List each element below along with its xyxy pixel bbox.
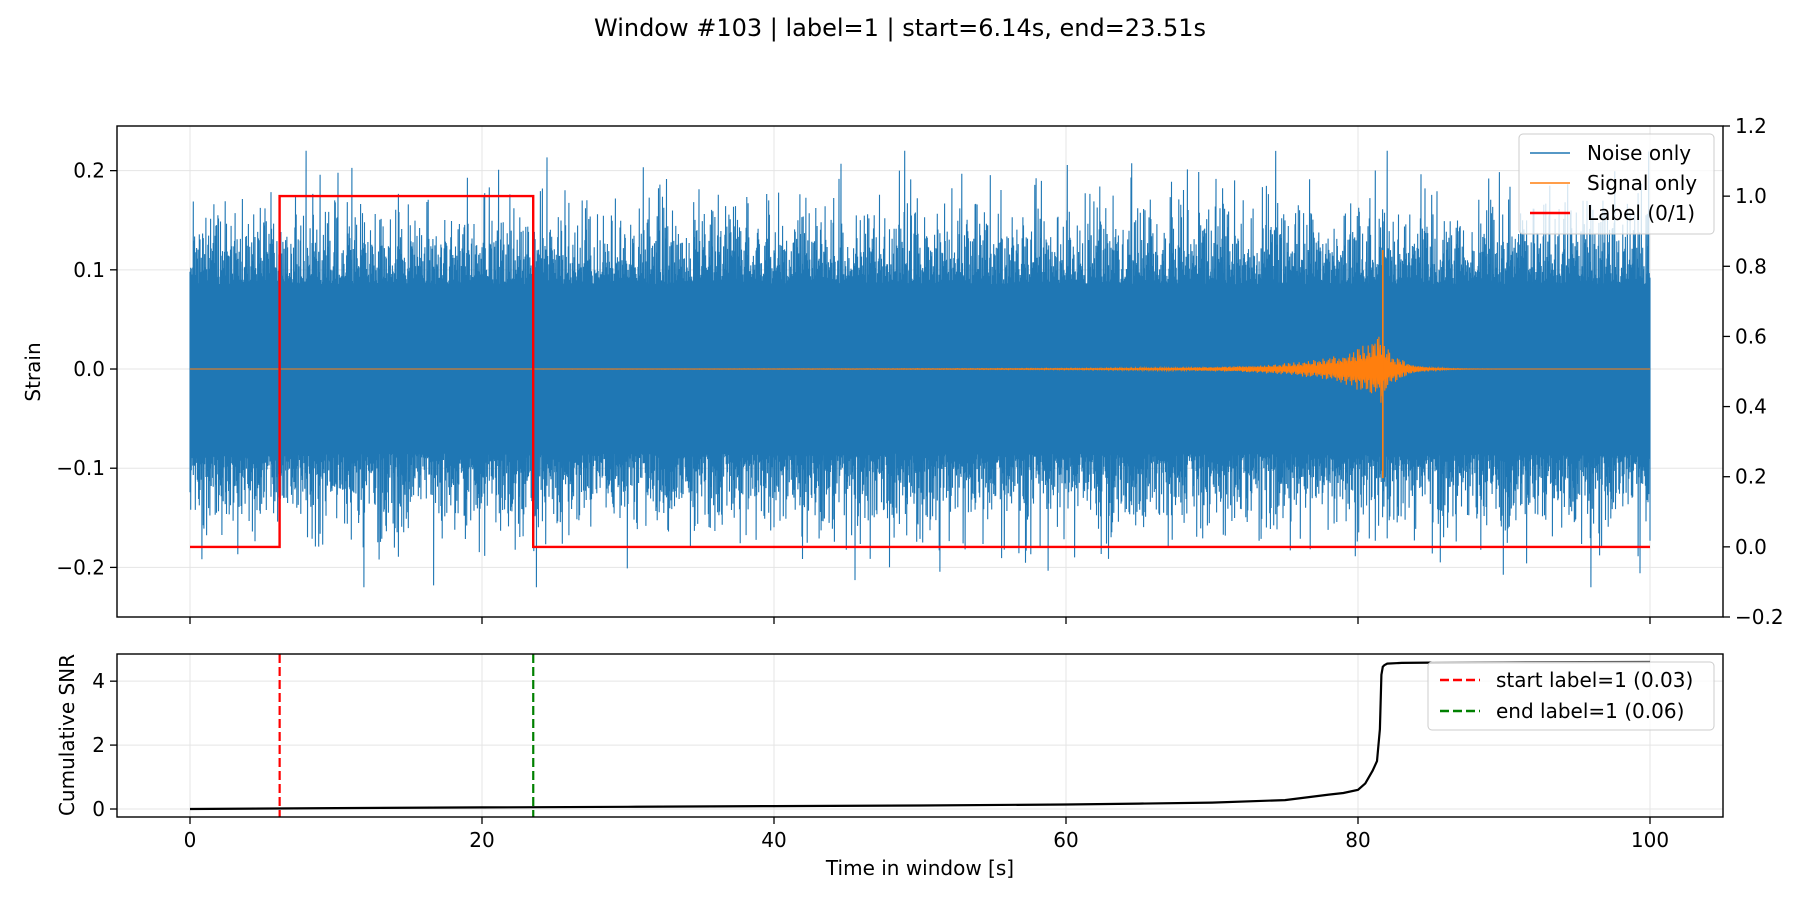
bottom-series <box>189 654 1651 817</box>
bottom-axes-frame <box>116 653 1724 818</box>
top-panel: −0.2 −0.1 0.0 0.1 0.2 −0.2 0.0 0.2 0.4 0.6 0.8 1.0 1… <box>21 114 1784 629</box>
legend-label-start: start label=1 (0.03) <box>1496 668 1693 692</box>
top-y-tick-label: 0.0 <box>73 357 105 381</box>
top-ticks: −0.2 −0.1 0.0 0.1 0.2 −0.2 0.0 0.2 0.4 0.6 0.8 1.0 1… <box>56 114 1783 629</box>
top-legend-box <box>1518 133 1715 235</box>
bottom-ylabel: Cumulative SNR <box>55 654 79 816</box>
bottom-ticks: 0 20 40 60 80 100 0 2 4 <box>92 669 1669 852</box>
bottom-y-tick-label: 2 <box>92 733 105 757</box>
top-y2-tick-label: 0.8 <box>1735 254 1767 278</box>
top-y2-tick-label: 0.2 <box>1735 465 1767 489</box>
top-y2-tick-label: 1.2 <box>1735 114 1767 138</box>
top-legend: Noise only Signal only Label (0/1) <box>1518 133 1715 235</box>
bottom-x-tick-label: 60 <box>1053 828 1078 852</box>
top-y-tick-label: −0.1 <box>56 456 105 480</box>
top-y-tick-label: 0.1 <box>73 258 105 282</box>
legend-label-signal: Signal only <box>1587 171 1697 195</box>
bottom-y-tick-label: 0 <box>92 797 105 821</box>
top-axes-frame <box>116 125 1724 618</box>
bottom-x-tick-label: 80 <box>1345 828 1370 852</box>
figure-title: Window #103 | label=1 | start=6.14s, end… <box>594 14 1206 42</box>
bottom-legend: start label=1 (0.03) end label=1 (0.06) <box>1427 661 1715 731</box>
top-y2-tick-label: 0.4 <box>1735 395 1767 419</box>
bottom-x-tick-label: 20 <box>469 828 494 852</box>
series-signal-only <box>190 336 1650 403</box>
top-y2-tick-label: 0.0 <box>1735 535 1767 559</box>
bottom-x-tick-label: 100 <box>1631 828 1669 852</box>
legend-label-label: Label (0/1) <box>1587 201 1695 225</box>
bottom-panel: 0 20 40 60 80 100 0 2 4 Cumulative SNR Time in w… <box>55 653 1724 880</box>
top-ylabel: Strain <box>21 342 45 401</box>
top-y-tick-label: −0.2 <box>56 555 105 579</box>
top-y-tick-label: 0.2 <box>73 159 105 183</box>
top-y2-tick-label: −0.2 <box>1735 605 1784 629</box>
bottom-x-tick-label: 0 <box>184 828 197 852</box>
top-y2-tick-label: 0.6 <box>1735 324 1767 348</box>
legend-label-noise: Noise only <box>1587 141 1691 165</box>
bottom-y-tick-label: 4 <box>92 669 105 693</box>
top-series <box>189 150 1651 588</box>
top-y2-tick-label: 1.0 <box>1735 184 1767 208</box>
legend-label-end: end label=1 (0.06) <box>1496 699 1684 723</box>
series-label-step <box>190 194 1650 549</box>
bottom-legend-box <box>1427 661 1715 731</box>
bottom-x-tick-label: 40 <box>761 828 786 852</box>
series-cumulative-snr <box>189 660 1651 811</box>
bottom-xlabel: Time in window [s] <box>825 856 1014 880</box>
